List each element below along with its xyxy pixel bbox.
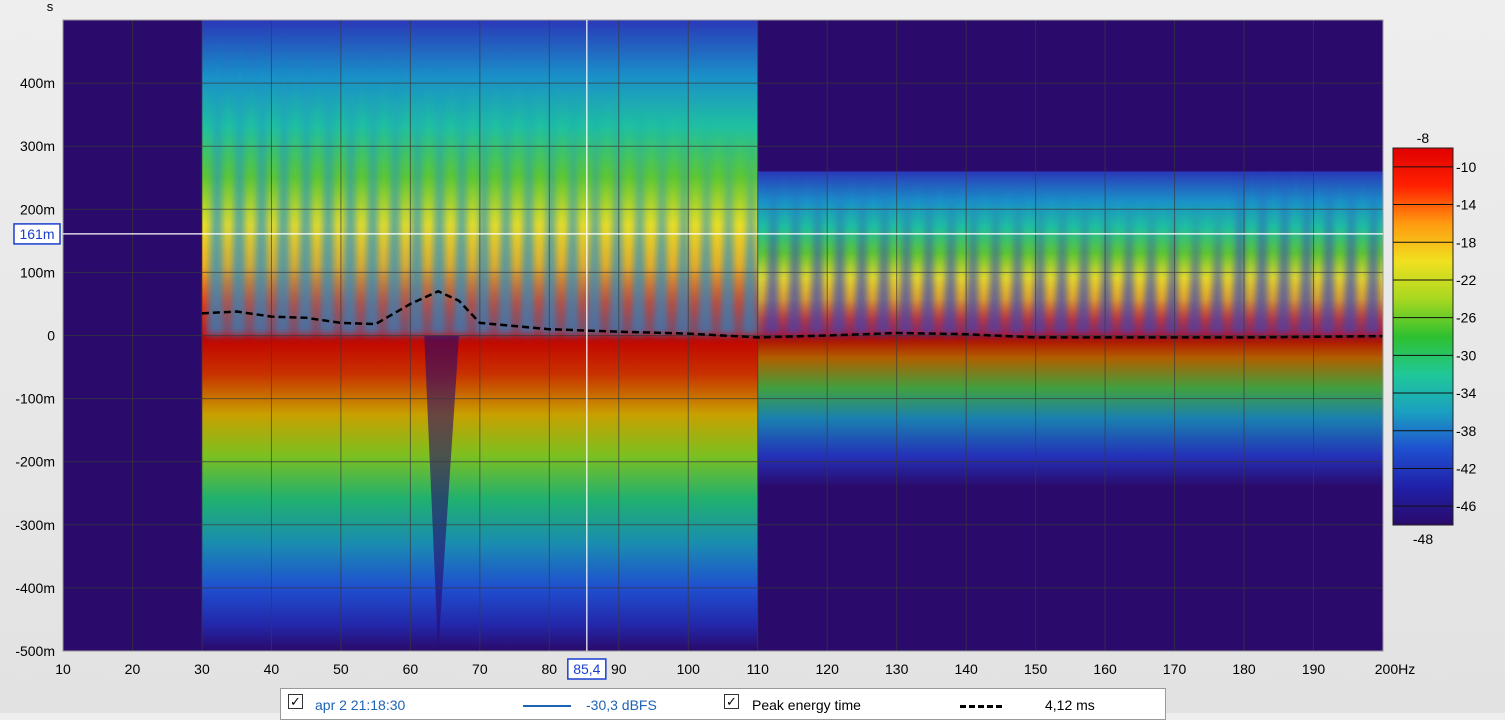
x-tick-label: 60 (403, 661, 419, 677)
x-tick-label: 110 (747, 661, 770, 677)
peak-energy-line-sample (960, 705, 1002, 708)
y-tick-label: -100m (15, 391, 55, 407)
colorbar-tick-label: -10 (1456, 159, 1476, 175)
peak-energy-line (201, 289, 1383, 339)
y-unit-label: s (47, 0, 54, 14)
measurement-name[interactable]: apr 2 21:18:30 (315, 697, 406, 713)
cursor[interactable]: 85,4 161m (13, 20, 1383, 680)
y-tick-label: -500m (15, 643, 55, 659)
colorbar-top-label: -8 (1417, 130, 1430, 146)
colorbar-tick-label: -38 (1456, 423, 1476, 439)
cursor-y-label: 161m (19, 226, 54, 242)
x-tick-label: 160 (1093, 661, 1117, 677)
x-tick-label: 100 (677, 661, 701, 677)
y-tick-label: 0 (47, 328, 55, 344)
cursor-x-box (567, 658, 607, 680)
measurement-legend: ✓ apr 2 21:18:30 -30,3 dBFS ✓ Peak energ… (280, 688, 1166, 720)
colorbar-tick-label: -34 (1456, 385, 1476, 401)
x-tick-label: 180 (1232, 661, 1256, 677)
x-tick-label: 80 (542, 661, 558, 677)
x-tick-label: 200Hz (1375, 661, 1415, 677)
colorbar-tick-label: -30 (1456, 347, 1476, 363)
measurement-checkbox[interactable]: ✓ (288, 694, 303, 709)
cursor-x-label: 85,4 (573, 661, 600, 677)
measurement-line-sample (523, 705, 571, 707)
x-tick-label: 10 (55, 661, 71, 677)
spectrogram-plot[interactable]: s 10 20 30 40 50 60 70 80 90 100 110 120 130 140 150 16… (0, 0, 1505, 690)
x-tick-label: 190 (1302, 661, 1326, 677)
x-tick-label: 30 (194, 661, 210, 677)
heat-fingers (205, 22, 1382, 336)
peak-energy-checkbox[interactable]: ✓ (724, 694, 739, 709)
colorbar-tick-label: -18 (1456, 234, 1476, 250)
measurement-value: -30,3 dBFS (586, 697, 657, 713)
heat-low-right (757, 335, 1383, 487)
y-tick-label: 400m (20, 75, 55, 91)
colorbar-tick-label: -42 (1456, 460, 1476, 476)
x-tick-label: 90 (611, 661, 627, 677)
x-tick-label: 170 (1163, 661, 1187, 677)
peak-energy-label: Peak energy time (752, 697, 861, 713)
y-tick-label: -200m (15, 454, 55, 470)
y-tick-label: -300m (15, 517, 55, 533)
y-tick-label: 200m (20, 201, 55, 217)
colorbar-tick-label: -46 (1456, 498, 1476, 514)
colorbar-bottom-label: -48 (1413, 531, 1433, 547)
y-tick-label: -400m (15, 580, 55, 596)
colorbar-tick-label: -26 (1456, 310, 1476, 326)
x-tick-label: 140 (954, 661, 978, 677)
peak-energy-value: 4,12 ms (1045, 697, 1095, 713)
y-tick-label: 100m (20, 264, 55, 280)
colorbar-gradient (1392, 147, 1454, 526)
grid (63, 20, 1383, 651)
x-tick-label: 120 (816, 661, 840, 677)
x-tick-label: 150 (1024, 661, 1048, 677)
x-axis-ticks: 10 20 30 40 50 60 70 80 90 100 110 120 130 140 150 160 1… (55, 661, 1415, 677)
x-tick-label: 70 (472, 661, 488, 677)
y-tick-label: 300m (20, 138, 55, 154)
plot-border (62, 19, 1384, 652)
y-axis-ticks: 400m 300m 200m 100m 0 -100m -200m -300m -400m -50… (15, 75, 55, 659)
colorbar-tick-label: -14 (1456, 197, 1476, 213)
colorbar-tick-label: -22 (1456, 272, 1476, 288)
x-tick-label: 130 (885, 661, 909, 677)
x-tick-label: 50 (333, 661, 349, 677)
plot-area (63, 20, 1383, 651)
heat-notch (424, 335, 459, 651)
colorbar: -8 -48 -10 -14 -18 -22 -26 -30 -34 -38 -42 -46 (1392, 130, 1476, 547)
cursor-y-box (13, 223, 61, 245)
x-tick-label: 20 (125, 661, 141, 677)
x-tick-label: 40 (264, 661, 280, 677)
